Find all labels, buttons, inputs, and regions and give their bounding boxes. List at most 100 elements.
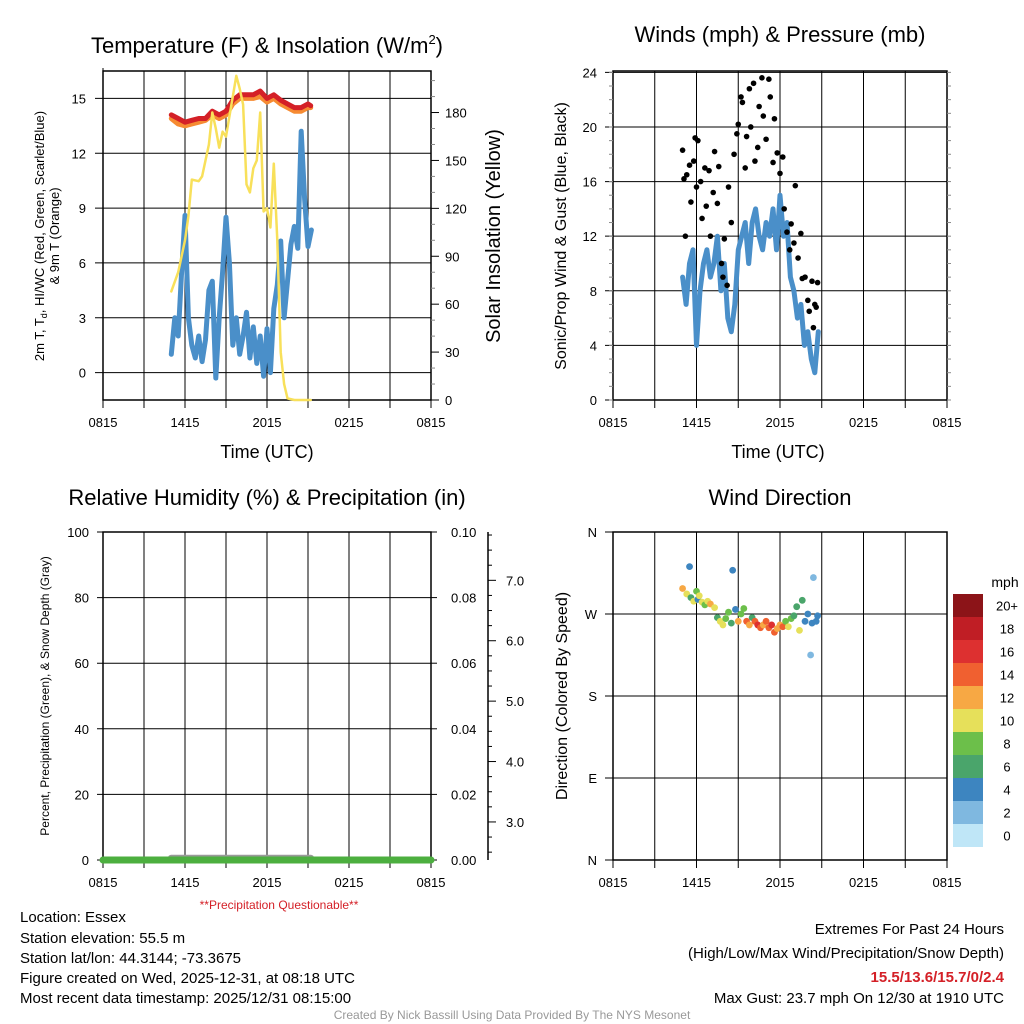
humidity-ytick-label: 100 <box>67 525 89 540</box>
gust-point <box>784 229 790 235</box>
direction-ytick-label: N <box>588 525 597 540</box>
gust-point <box>699 215 705 222</box>
direction-xtick-label: 0215 <box>849 875 878 890</box>
winds-xtick-label: 0815 <box>599 415 628 430</box>
gust-point <box>711 148 718 155</box>
humidity-ytick-label: 20 <box>75 787 89 802</box>
temperature-ylabel-line2: & 9m T (Orange) <box>47 187 62 284</box>
temperature-xtick-label: 1415 <box>171 415 200 430</box>
extremes-title: Extremes For Past 24 Hours <box>815 921 1004 938</box>
direction-point <box>782 617 789 625</box>
gust-point <box>738 94 744 100</box>
gust-point <box>806 308 813 315</box>
gust-point <box>810 324 817 331</box>
snow-depth-tick-label: 5.0 <box>506 694 524 709</box>
direction-point <box>801 617 809 625</box>
precip-ytick-label: 0.08 <box>451 591 476 606</box>
winds-xlabel: Time (UTC) <box>731 442 824 462</box>
gust-point <box>714 200 721 207</box>
direction-ytick-label: N <box>588 853 597 868</box>
humidity-xtick-label: 0815 <box>417 875 446 890</box>
gust-point <box>766 76 772 82</box>
direction-point <box>804 610 812 618</box>
footer-created: Figure created on Wed, 2025-12-31, at 08… <box>20 970 355 987</box>
precip-ytick-label: 0.02 <box>451 787 476 802</box>
winds-ytick-label: 0 <box>590 393 597 408</box>
gust-point <box>706 167 712 174</box>
winds-ytick-label: 12 <box>583 229 597 244</box>
gust-point <box>779 154 786 160</box>
gust-point <box>781 206 787 212</box>
gust-point <box>686 162 693 168</box>
extremes-values: 15.5/13.6/15.7/0/2.4 <box>871 969 1005 986</box>
colorbar-label: 14 <box>1000 668 1014 683</box>
snow-depth-tick-label: 6.0 <box>506 634 524 649</box>
direction-point <box>793 603 801 611</box>
gust-point <box>754 144 761 151</box>
winds-ytick-label: 4 <box>590 338 597 353</box>
colorbar-label: 8 <box>1003 737 1010 752</box>
gust-point <box>770 159 776 166</box>
sustained-wind-line <box>680 192 821 376</box>
2m-temperature-line <box>168 88 314 125</box>
insolation-line <box>170 74 312 402</box>
dewpoint-line <box>168 128 314 381</box>
direction-point <box>784 623 792 631</box>
gust-point <box>682 233 689 239</box>
humidity-ytick-label: 60 <box>75 656 89 671</box>
gust-point <box>720 274 726 280</box>
winds-xtick-label: 1415 <box>682 415 711 430</box>
gust-point <box>752 158 758 164</box>
winds-ytick-label: 8 <box>590 284 597 299</box>
temperature-ytick-label: 3 <box>79 311 86 326</box>
snow-depth-tick-label: 3.0 <box>506 815 524 830</box>
humidity-xtick-label: 1415 <box>171 875 200 890</box>
precip-ytick-label: 0.00 <box>451 853 476 868</box>
direction-point <box>745 621 753 629</box>
direction-point <box>737 610 745 618</box>
gust-point <box>756 103 762 110</box>
winds-xtick-label: 2015 <box>766 415 795 430</box>
gust-point <box>695 137 701 144</box>
gust-point <box>724 282 730 289</box>
colorbar-label: 12 <box>1000 691 1014 706</box>
precipitation-questionable-note: **Precipitation Questionable** <box>200 898 359 912</box>
direction-point <box>812 617 820 625</box>
snow-depth-tick-label: 7.0 <box>506 573 524 588</box>
max-gust: Max Gust: 23.7 mph On 12/30 at 1910 UTC <box>714 990 1004 1007</box>
gust-point <box>715 163 722 170</box>
gust-point <box>742 165 749 171</box>
colorbar-label: 18 <box>1000 622 1014 637</box>
direction-point <box>734 617 742 625</box>
colorbar-swatch <box>953 732 983 755</box>
direction-point <box>732 606 739 613</box>
precip-ytick-label: 0.10 <box>451 525 476 540</box>
temperature-xtick-label: 2015 <box>253 415 282 430</box>
gust-point <box>718 260 725 267</box>
gust-point <box>813 304 819 310</box>
insolation-ytick-label: 90 <box>445 249 459 264</box>
direction-panel: 0815 1415 2015 0215 0815NESWN024681012141618… <box>585 525 1018 890</box>
humidity-xtick-label: 0215 <box>335 875 364 890</box>
direction-xtick-label: 0815 <box>933 875 962 890</box>
temperature-title: Temperature (F) & Insolation (W/m2) <box>91 32 443 58</box>
gust-point <box>702 165 708 171</box>
direction-point <box>798 596 806 604</box>
insolation-ytick-label: 60 <box>445 297 459 312</box>
footer-elevation: Station elevation: 55.5 m <box>20 930 185 947</box>
gust-point <box>802 274 808 280</box>
gust-point <box>788 221 794 227</box>
gust-point <box>735 121 742 128</box>
winds-title: Winds (mph) & Pressure (mb) <box>635 22 926 47</box>
temperature-ytick-label: 9 <box>79 201 86 216</box>
precip-ytick-label: 0.06 <box>451 656 476 671</box>
direction-ytick-label: W <box>585 607 598 622</box>
direction-point <box>810 574 817 581</box>
direction-xtick-label: 0815 <box>599 875 628 890</box>
gust-point <box>798 230 804 237</box>
gust-point <box>791 240 797 246</box>
direction-xtick-label: 1415 <box>682 875 711 890</box>
gust-point <box>681 176 687 182</box>
direction-point <box>807 651 815 659</box>
direction-point <box>740 605 748 612</box>
